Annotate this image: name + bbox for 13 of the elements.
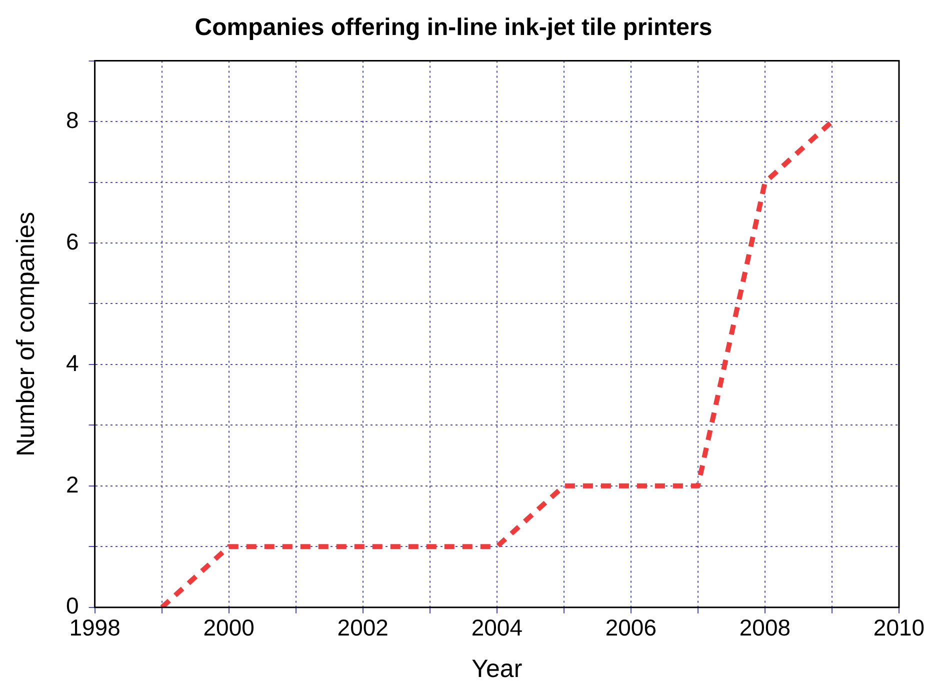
y-axis-title: Number of companies [12, 212, 40, 456]
y-tick-label: 2 [66, 471, 79, 498]
y-tick-label: 4 [66, 350, 79, 376]
x-axis-title: Year [472, 654, 522, 683]
x-tick-label: 2010 [873, 614, 925, 641]
x-tick-label: 2004 [471, 614, 523, 641]
x-tick-label: 2008 [739, 614, 791, 641]
x-tick-label: 2002 [337, 614, 388, 641]
x-tick-label: 2006 [605, 614, 657, 641]
y-tick-label: 8 [66, 106, 79, 133]
y-tick-label: 6 [66, 228, 79, 254]
chart-title: Companies offering in-line ink-jet tile printers [194, 14, 712, 42]
x-tick-label: 2000 [203, 614, 254, 641]
